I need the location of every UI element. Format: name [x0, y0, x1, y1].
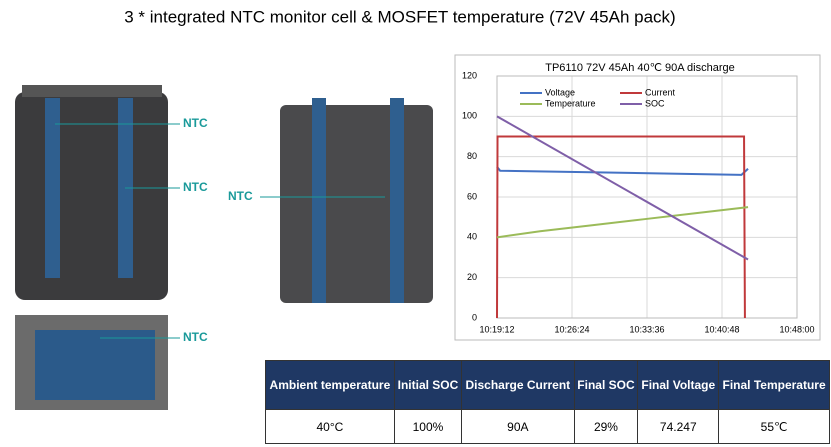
- table-row: 40°C 100% 90A 29% 74.247 55℃: [265, 409, 830, 444]
- header-cell: Initial SOC: [393, 360, 463, 410]
- x-tick-label: 10:19:12: [479, 324, 514, 334]
- header-cell: Final SOC: [573, 360, 639, 410]
- x-tick-label: 10:40:48: [704, 324, 739, 334]
- y-tick-label: 40: [467, 232, 477, 242]
- header-cell: Ambient temperature: [265, 360, 395, 410]
- header-cell: Final Voltage: [637, 360, 720, 410]
- pack-top: [22, 85, 162, 97]
- y-tick-label: 0: [472, 312, 477, 322]
- series-line: [496, 135, 746, 319]
- ntc-label: NTC: [228, 189, 253, 203]
- page-title: 3 * integrated NTC monitor cell & MOSFET…: [124, 7, 675, 26]
- x-tick-label: 10:26:24: [554, 324, 589, 334]
- legend-label: SOC: [645, 98, 665, 108]
- ntc-label: NTC: [183, 180, 208, 194]
- busbar: [312, 98, 326, 303]
- series-line: [496, 206, 749, 239]
- busbar: [45, 98, 60, 278]
- y-tick-label: 100: [462, 111, 477, 121]
- header-cell: Final Temperature: [718, 360, 830, 410]
- series-line: [496, 115, 749, 261]
- ntc-label: NTC: [183, 330, 208, 344]
- result-table: Ambient temperature Initial SOC Discharge …: [265, 360, 830, 444]
- battery-pack: [15, 92, 168, 300]
- table-cell: 29%: [573, 409, 639, 444]
- legend-label: Current: [645, 87, 676, 97]
- busbar: [390, 98, 404, 303]
- chart-title: TP6110 72V 45Ah 40℃ 90A discharge: [545, 62, 735, 74]
- table-cell: 40°C: [265, 409, 395, 444]
- table-cell: 55℃: [718, 409, 830, 444]
- table-cell: 100%: [393, 409, 463, 444]
- header-cell: Discharge Current: [461, 360, 575, 410]
- battery-module: [280, 105, 433, 303]
- y-tick-label: 80: [467, 151, 477, 161]
- x-tick-label: 10:48:00: [779, 324, 814, 334]
- x-tick-label: 10:33:36: [629, 324, 664, 334]
- pcb: [35, 330, 155, 400]
- legend-label: Temperature: [545, 98, 596, 108]
- ntc-label: NTC: [183, 116, 208, 130]
- legend-label: Voltage: [545, 87, 575, 97]
- y-tick-label: 60: [467, 191, 477, 201]
- table-cell: 74.247: [637, 409, 720, 444]
- y-tick-label: 20: [467, 272, 477, 282]
- table-cell: 90A: [461, 409, 575, 444]
- y-tick-label: 120: [462, 70, 477, 80]
